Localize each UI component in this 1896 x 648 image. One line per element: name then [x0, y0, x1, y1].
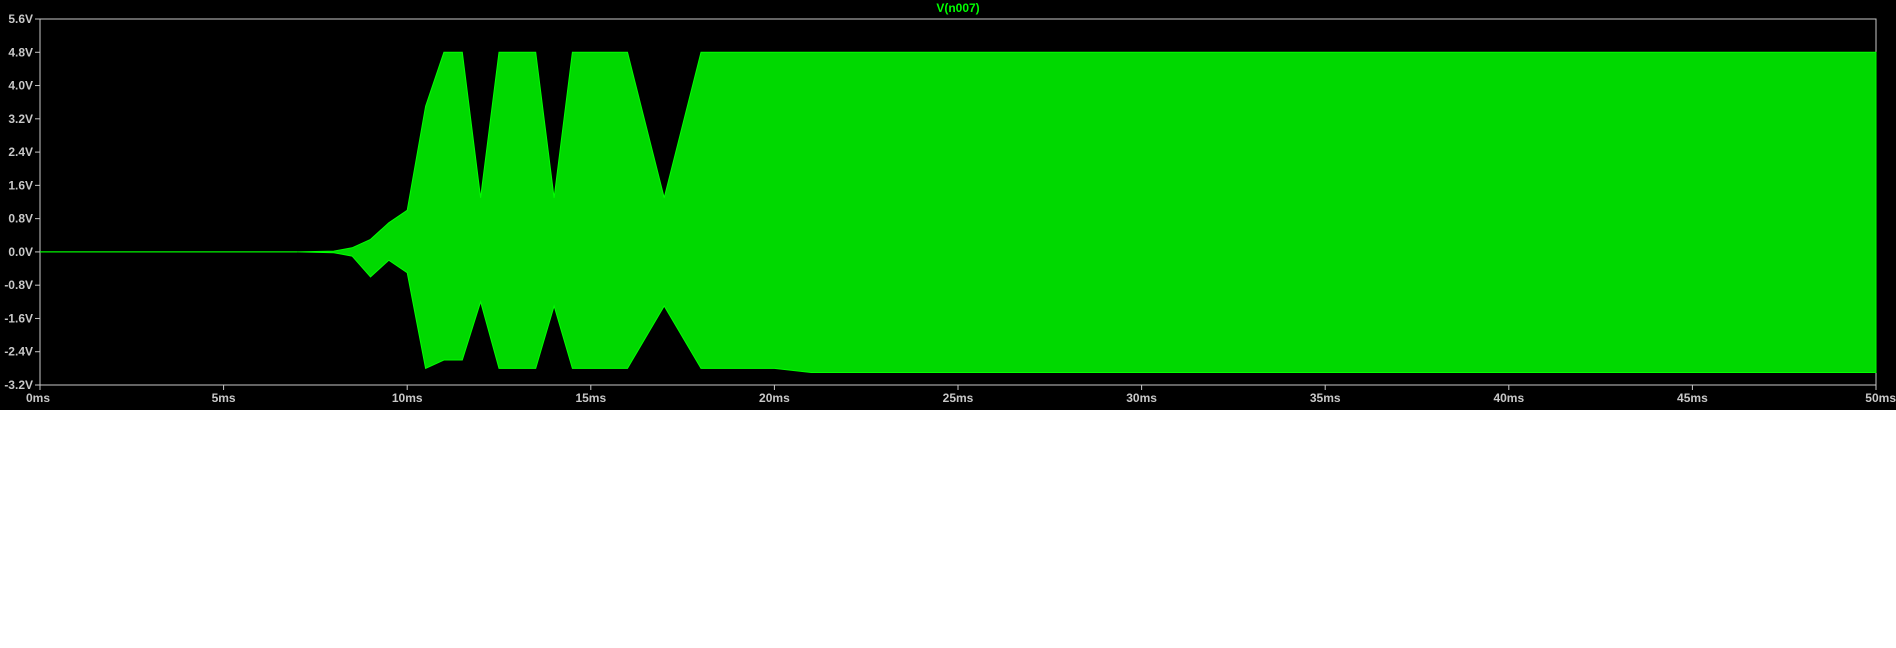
y-tick-label: -2.4V — [4, 345, 33, 359]
x-tick-label: 5ms — [212, 391, 236, 405]
y-tick-label: 0.8V — [8, 212, 33, 226]
y-tick-label: 1.6V — [8, 178, 33, 192]
y-tick-label: -3.2V — [4, 378, 33, 392]
chart-title: V(n007) — [936, 1, 979, 15]
x-tick-label: 25ms — [943, 391, 974, 405]
trace-v-n007 — [40, 51, 1877, 373]
trace-envelope — [40, 51, 1877, 373]
x-tick-label: 45ms — [1677, 391, 1708, 405]
waveform-plot[interactable]: V(n007) 5.6V 4.8V 4.0V 3.2V 2.4V 1.6V 0.8V 0.0V… — [0, 0, 1896, 410]
x-tick-label: 30ms — [1126, 391, 1157, 405]
y-tick-label: 2.4V — [8, 145, 33, 159]
y-axis: 5.6V 4.8V 4.0V 3.2V 2.4V 1.6V 0.8V 0.0V -0.8V -1.… — [4, 12, 40, 392]
y-tick-label: 4.0V — [8, 79, 33, 93]
y-tick-label: -0.8V — [4, 278, 33, 292]
x-tick-label: 40ms — [1493, 391, 1524, 405]
y-tick-label: 4.8V — [8, 45, 33, 59]
x-tick-label: 0ms — [26, 391, 50, 405]
x-tick-label: 50ms — [1865, 391, 1896, 405]
y-tick-label: 5.6V — [8, 12, 33, 26]
y-tick-label: 0.0V — [8, 245, 33, 259]
y-tick-label: -1.6V — [4, 311, 33, 325]
x-axis: 0ms 5ms 10ms 15ms 20ms 25ms 30ms 35ms 40ms 45ms 50… — [26, 385, 1896, 405]
x-tick-label: 10ms — [392, 391, 423, 405]
waveform-plot-panel[interactable]: V(n007) 5.6V 4.8V 4.0V 3.2V 2.4V 1.6V 0.8V 0.0V… — [0, 0, 1896, 410]
x-tick-label: 20ms — [759, 391, 790, 405]
x-tick-label: 35ms — [1310, 391, 1341, 405]
y-tick-label: 3.2V — [8, 112, 33, 126]
x-tick-label: 15ms — [575, 391, 606, 405]
